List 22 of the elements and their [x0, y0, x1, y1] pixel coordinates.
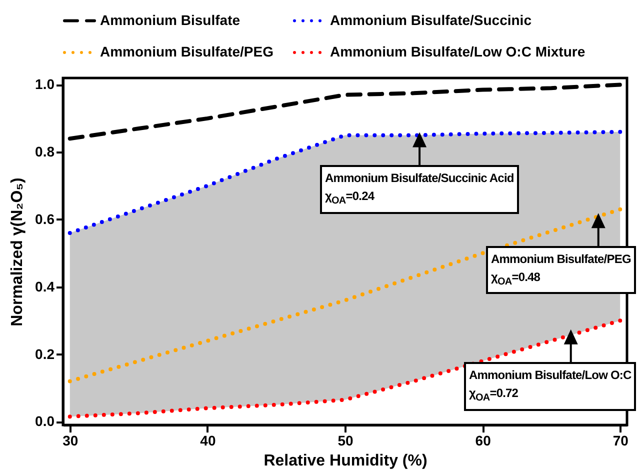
legend-label: Ammonium Bisulfate/Low O:C Mixture — [330, 44, 586, 60]
y-tick-label: 0.4 — [35, 278, 55, 294]
line-series — [68, 82, 622, 141]
line-series — [68, 130, 622, 235]
x-tick-label: 60 — [475, 432, 492, 448]
y-tick-label: 0.0 — [35, 413, 55, 430]
x-tick-label: 30 — [62, 432, 78, 448]
x-tick-label: 40 — [200, 432, 216, 448]
y-tick-label: 0.8 — [35, 144, 55, 160]
legend-label: Ammonium Bisulfate/Succinic — [330, 12, 532, 28]
annotation: Ammonium Bisulfate/Succinic Acid χ$_{OA}$=0.24 — [320, 165, 519, 214]
y-tick-label: 1.0 — [35, 76, 55, 92]
annotation: Ammonium Bisulfate/Low O:C χ$_{OA}$=0.72 — [464, 362, 636, 411]
y-tick-label: 0.2 — [35, 346, 55, 362]
legend-label: Ammonium Bisulfate/PEG — [100, 44, 274, 60]
x-tick-label: 70 — [612, 432, 629, 448]
x-axis-title: Relative Humidity (%) — [264, 452, 428, 470]
y-tick-label: 0.6 — [35, 210, 55, 227]
legend-label: Ammonium Bisulfate — [100, 12, 240, 28]
x-tick-label: 50 — [338, 432, 354, 448]
y-axis-title: Normalized γ(N₂O₅) — [9, 178, 26, 326]
annotation: Ammonium Bisulfate/PEG χ$_{OA}$=0.48 — [486, 246, 636, 294]
